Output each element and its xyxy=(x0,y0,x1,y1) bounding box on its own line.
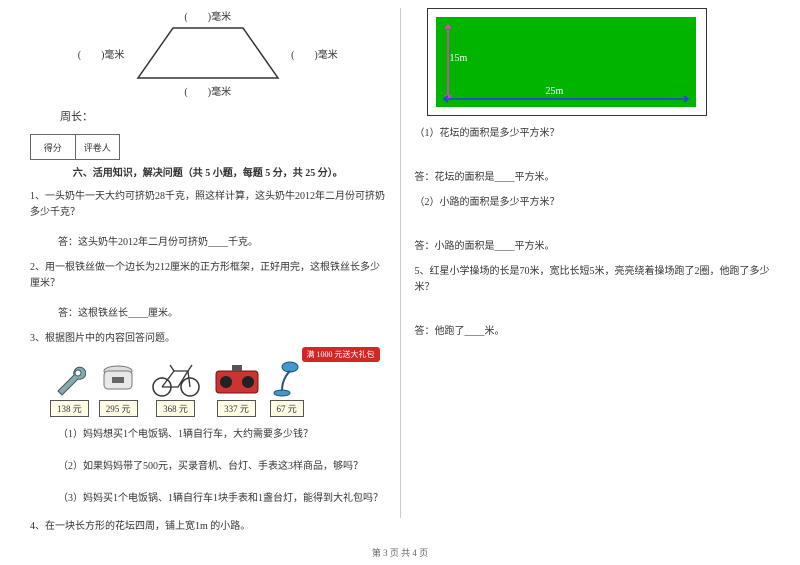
question-3-1: （1）妈妈想买1个电饭锅、1辆自行车，大约需要多少钱？ xyxy=(58,427,386,443)
promo-banner: 满 1000 元送大礼包 xyxy=(302,347,380,362)
wrench-icon xyxy=(52,361,86,397)
question-4-1-answer: 答：花坛的面积是____平方米。 xyxy=(415,168,771,183)
left-column: ( )毫米 ( )毫米 ( )毫米 ( )毫米 周长： 得分 评卷人 六、活用知… xyxy=(20,8,396,540)
flowerbed-figure: 15m 25m xyxy=(427,8,707,116)
wrench-item: 138 元 xyxy=(50,361,89,417)
question-5-answer: 答：他跑了____米。 xyxy=(415,322,771,337)
price-tag: 368 元 xyxy=(156,400,195,417)
score-table: 得分 评卷人 xyxy=(30,134,120,160)
flowerbed-height-label: 15m xyxy=(450,53,468,64)
question-2: 2、用一根铁丝做一个边长为212厘米的正方形框架，正好用完，这根铁丝长多少厘米？ xyxy=(30,260,386,292)
question-4-1: （1）花坛的面积是多少平方米？ xyxy=(415,126,771,142)
lamp-icon xyxy=(272,359,302,397)
page-footer: 第 3 页 共 4 页 xyxy=(0,540,800,559)
price-tag: 337 元 xyxy=(217,400,256,417)
score-cell-grader: 评卷人 xyxy=(76,135,120,159)
question-3-3: （3）妈妈买1个电饭锅、1辆自行车1块手表和1盏台灯，能得到大礼包吗？ xyxy=(58,491,386,507)
cooker-item: 295 元 xyxy=(99,361,138,417)
products-row: 满 1000 元送大礼包 138 元 295 元 368 元 337 元 xyxy=(30,351,386,423)
question-5: 5、红星小学操场的长是70米，宽比长短5米，亮亮绕着操场跑了2圈，他跑了多少米？ xyxy=(415,264,771,296)
question-3: 3、根据图片中的内容回答问题。 xyxy=(30,331,386,347)
bicycle-item: 368 元 xyxy=(148,357,204,417)
trap-left-label: ( )毫米 xyxy=(78,46,125,61)
bicycle-icon xyxy=(148,357,204,397)
price-tag: 295 元 xyxy=(99,400,138,417)
question-1-answer: 答：这头奶牛2012年二月份可挤奶____千克。 xyxy=(58,233,386,248)
page-columns: ( )毫米 ( )毫米 ( )毫米 ( )毫米 周长： 得分 评卷人 六、活用知… xyxy=(0,0,800,540)
question-4: 4、在一块长方形的花坛四周，铺上宽1m 的小路。 xyxy=(30,519,386,535)
cooker-icon xyxy=(100,361,136,397)
height-arrow-icon xyxy=(444,23,452,101)
trap-top-label: ( )毫米 xyxy=(78,8,338,23)
right-column: 15m 25m （1）花坛的面积是多少平方米？ 答：花坛的面积是____平方米。… xyxy=(405,8,781,540)
trapezoid-icon xyxy=(133,23,283,83)
price-tag: 67 元 xyxy=(270,400,304,417)
column-divider xyxy=(400,8,401,518)
trapezoid-figure: ( )毫米 ( )毫米 ( )毫米 ( )毫米 xyxy=(78,8,338,98)
section-six-title: 六、活用知识，解决问题（共 5 小题，每题 5 分，共 25 分）。 xyxy=(30,164,386,179)
question-2-answer: 答：这根铁丝长____厘米。 xyxy=(58,304,386,319)
question-1: 1、一头奶牛一天大约可挤奶28千克，照这样计算，这头奶牛2012年二月份可挤奶多… xyxy=(30,189,386,221)
price-tag: 138 元 xyxy=(50,400,89,417)
trap-bottom-label: ( )毫米 xyxy=(78,83,338,98)
perimeter-label: 周长： xyxy=(60,108,386,124)
radio-item: 337 元 xyxy=(214,363,260,417)
lamp-item: 67 元 xyxy=(270,359,304,417)
question-3-2: （2）如果妈妈带了500元，买录音机、台灯、手表这3样商品，够吗？ xyxy=(58,459,386,475)
score-cell-score: 得分 xyxy=(31,135,76,159)
question-4-2: （2）小路的面积是多少平方米？ xyxy=(415,195,771,211)
trap-right-label: ( )毫米 xyxy=(291,46,338,61)
flowerbed-rect: 15m 25m xyxy=(436,17,696,107)
width-arrow-icon xyxy=(442,95,690,103)
radio-icon xyxy=(214,363,260,397)
promo-text: 满 1000 元送大礼包 xyxy=(302,347,380,362)
question-4-2-answer: 答：小路的面积是____平方米。 xyxy=(415,237,771,252)
